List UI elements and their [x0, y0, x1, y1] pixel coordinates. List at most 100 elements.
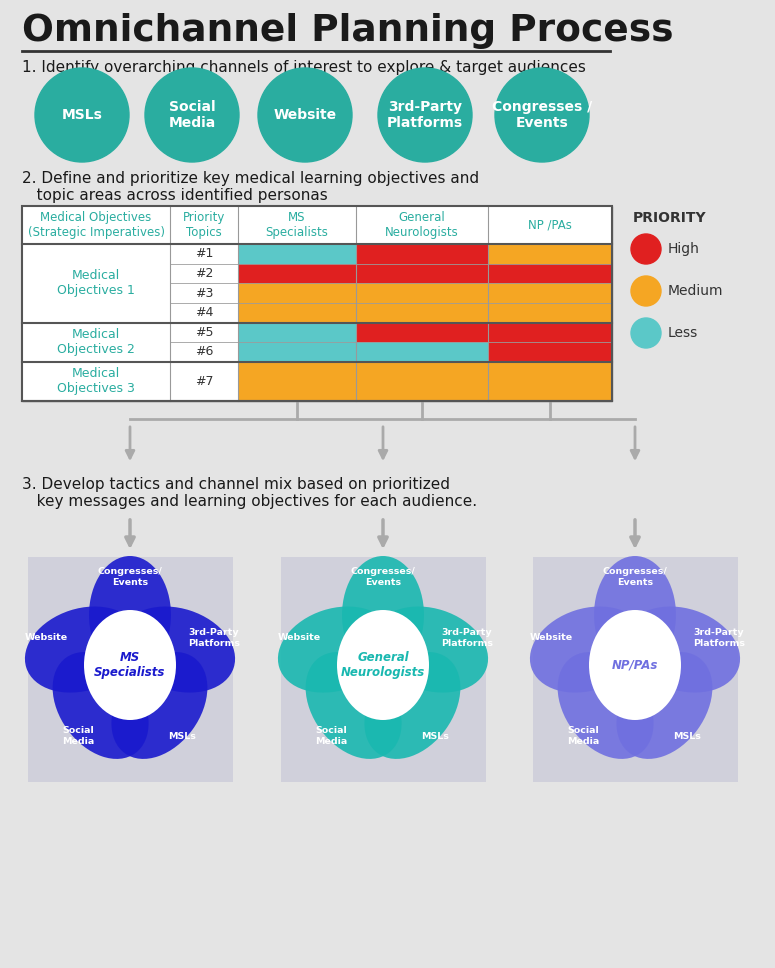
Ellipse shape [594, 556, 676, 674]
FancyBboxPatch shape [238, 362, 356, 401]
Text: 3rd-Party
Platforms: 3rd-Party Platforms [693, 628, 745, 648]
FancyBboxPatch shape [170, 263, 238, 284]
FancyBboxPatch shape [356, 244, 488, 263]
Text: #7: #7 [195, 375, 213, 388]
FancyBboxPatch shape [238, 263, 356, 284]
Text: MSLs: MSLs [61, 108, 102, 122]
Ellipse shape [530, 607, 645, 692]
Text: Medical
Objectives 3: Medical Objectives 3 [57, 368, 135, 395]
FancyBboxPatch shape [22, 322, 170, 362]
Text: Medical
Objectives 1: Medical Objectives 1 [57, 269, 135, 297]
Text: Website: Website [25, 633, 68, 643]
Text: 3rd-Party
Platforms: 3rd-Party Platforms [387, 100, 463, 130]
Text: MS
Specialists: MS Specialists [266, 211, 329, 239]
FancyBboxPatch shape [238, 342, 356, 362]
Text: NP/PAs: NP/PAs [611, 658, 658, 672]
Text: 3rd-Party
Platforms: 3rd-Party Platforms [441, 628, 493, 648]
FancyBboxPatch shape [22, 362, 170, 401]
Text: Social
Media: Social Media [168, 100, 215, 130]
Text: #4: #4 [195, 306, 213, 319]
Text: Medical Objectives
(Strategic Imperatives): Medical Objectives (Strategic Imperative… [27, 211, 164, 239]
Text: General
Neurologists: General Neurologists [341, 651, 425, 679]
FancyBboxPatch shape [22, 206, 612, 244]
Text: MS
Specialists: MS Specialists [95, 651, 166, 679]
Text: Omnichannel Planning Process: Omnichannel Planning Process [22, 13, 673, 49]
Text: key messages and learning objectives for each audience.: key messages and learning objectives for… [22, 494, 477, 509]
Ellipse shape [337, 610, 429, 720]
Text: MSLs: MSLs [673, 732, 701, 741]
Text: Social
Media: Social Media [315, 727, 347, 746]
FancyBboxPatch shape [356, 263, 488, 284]
FancyBboxPatch shape [356, 322, 488, 342]
FancyBboxPatch shape [170, 322, 238, 342]
Text: #1: #1 [195, 247, 213, 260]
FancyBboxPatch shape [170, 362, 238, 401]
Text: Congresses /
Events: Congresses / Events [492, 100, 592, 130]
FancyBboxPatch shape [22, 206, 612, 401]
Text: #5: #5 [195, 326, 213, 339]
FancyBboxPatch shape [488, 342, 612, 362]
FancyBboxPatch shape [488, 322, 612, 342]
Text: MSLs: MSLs [421, 732, 449, 741]
Ellipse shape [120, 607, 235, 692]
Text: Social
Media: Social Media [567, 727, 599, 746]
Text: NP /PAs: NP /PAs [528, 219, 572, 231]
Text: Congresses/
Events: Congresses/ Events [98, 567, 163, 587]
Text: Website: Website [274, 108, 336, 122]
Text: General
Neurologists: General Neurologists [385, 211, 459, 239]
Text: topic areas across identified personas: topic areas across identified personas [22, 188, 328, 203]
FancyBboxPatch shape [238, 244, 356, 263]
Text: MSLs: MSLs [168, 732, 195, 741]
Circle shape [378, 68, 472, 162]
FancyBboxPatch shape [238, 303, 356, 322]
FancyBboxPatch shape [488, 303, 612, 322]
Ellipse shape [25, 607, 140, 692]
Ellipse shape [558, 652, 653, 759]
FancyBboxPatch shape [356, 342, 488, 362]
FancyBboxPatch shape [356, 284, 488, 303]
FancyBboxPatch shape [238, 322, 356, 342]
Ellipse shape [53, 652, 149, 759]
Text: 3rd-Party
Platforms: 3rd-Party Platforms [188, 628, 239, 648]
Circle shape [145, 68, 239, 162]
Text: #6: #6 [195, 346, 213, 358]
Text: Less: Less [668, 326, 698, 340]
Text: Medium: Medium [668, 284, 724, 298]
FancyBboxPatch shape [238, 284, 356, 303]
Ellipse shape [305, 652, 401, 759]
Ellipse shape [625, 607, 740, 692]
Text: Social
Media: Social Media [62, 727, 95, 746]
FancyBboxPatch shape [488, 244, 612, 263]
FancyBboxPatch shape [532, 557, 738, 782]
FancyBboxPatch shape [170, 244, 238, 263]
Text: Website: Website [277, 633, 321, 643]
Text: 1. Identify overarching channels of interest to explore & target audiences: 1. Identify overarching channels of inte… [22, 60, 586, 75]
Ellipse shape [278, 607, 393, 692]
Text: Priority
Topics: Priority Topics [183, 211, 226, 239]
Text: Medical
Objectives 2: Medical Objectives 2 [57, 328, 135, 356]
Circle shape [631, 234, 661, 264]
Ellipse shape [364, 652, 460, 759]
Circle shape [631, 318, 661, 348]
FancyBboxPatch shape [488, 263, 612, 284]
Circle shape [631, 276, 661, 306]
FancyBboxPatch shape [356, 362, 488, 401]
Text: 2. Define and prioritize key medical learning objectives and: 2. Define and prioritize key medical lea… [22, 171, 479, 186]
FancyBboxPatch shape [356, 303, 488, 322]
FancyBboxPatch shape [22, 244, 170, 322]
FancyBboxPatch shape [281, 557, 485, 782]
Circle shape [35, 68, 129, 162]
Circle shape [495, 68, 589, 162]
Text: 3. Develop tactics and channel mix based on prioritized: 3. Develop tactics and channel mix based… [22, 477, 450, 492]
Ellipse shape [373, 607, 488, 692]
Text: #2: #2 [195, 267, 213, 280]
Text: High: High [668, 242, 700, 256]
FancyBboxPatch shape [170, 284, 238, 303]
Ellipse shape [342, 556, 424, 674]
FancyBboxPatch shape [170, 303, 238, 322]
Ellipse shape [112, 652, 208, 759]
Text: Website: Website [530, 633, 573, 643]
Ellipse shape [84, 610, 176, 720]
Text: Congresses/
Events: Congresses/ Events [350, 567, 415, 587]
FancyBboxPatch shape [488, 362, 612, 401]
